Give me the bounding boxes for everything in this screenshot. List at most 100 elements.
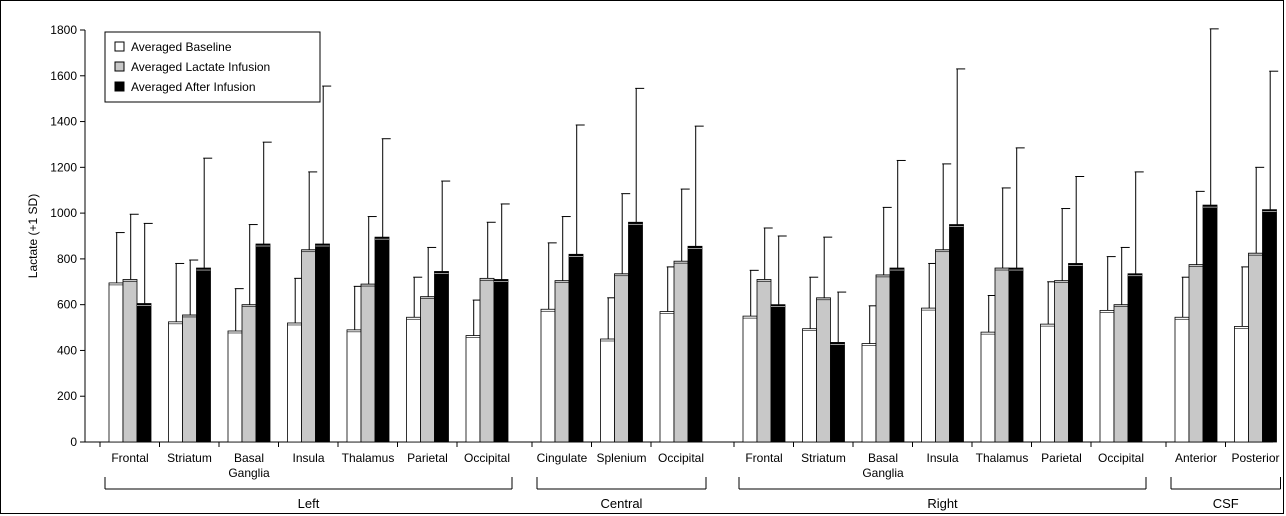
group-label: Central — [601, 496, 643, 511]
bar — [614, 273, 629, 443]
y-tick-label: 1000 — [50, 206, 77, 220]
bar — [1202, 204, 1218, 443]
y-tick-label: 400 — [57, 343, 77, 357]
category-label: Ganglia — [228, 466, 270, 480]
bar — [255, 243, 271, 443]
group-label: Right — [927, 496, 958, 511]
category-label: Basal — [234, 451, 264, 465]
legend-swatch — [114, 81, 125, 92]
bar — [1234, 326, 1249, 443]
bar — [1040, 323, 1055, 443]
bar — [540, 308, 556, 443]
bar — [628, 221, 643, 443]
bar — [122, 279, 138, 443]
category-label: Insula — [292, 451, 324, 465]
bar — [406, 316, 421, 443]
bar — [1054, 280, 1069, 443]
bar — [861, 343, 877, 443]
bar — [434, 271, 449, 443]
group-label: Left — [298, 496, 320, 511]
bar — [816, 297, 831, 443]
bar — [980, 331, 996, 443]
y-tick-label: 600 — [57, 298, 77, 312]
bar — [360, 283, 376, 443]
bar — [1127, 273, 1143, 443]
y-axis-title: Lactate (+1 SD) — [26, 194, 40, 278]
bar — [673, 260, 689, 443]
bar — [830, 342, 845, 443]
category-label: Splenium — [596, 451, 646, 465]
category-label: Ganglia — [862, 466, 904, 480]
bar — [1008, 267, 1024, 443]
bar — [315, 243, 330, 443]
bar — [770, 304, 786, 443]
legend-swatch — [114, 41, 125, 52]
group-label: CSF — [1213, 496, 1239, 511]
bar — [196, 267, 211, 443]
category-label: Frontal — [111, 451, 148, 465]
bar — [1113, 304, 1129, 443]
y-tick-label: 1400 — [50, 115, 77, 129]
bar — [935, 249, 950, 443]
bar — [465, 335, 481, 443]
category-label: Anterior — [1175, 451, 1217, 465]
bar — [554, 280, 570, 443]
bar — [136, 303, 152, 443]
category-label: Thalamus — [342, 451, 395, 465]
legend-swatch — [114, 61, 125, 72]
category-label: Insula — [926, 451, 958, 465]
bar — [659, 311, 675, 443]
bar — [756, 279, 772, 443]
category-label: Occipital — [464, 451, 510, 465]
y-tick-label: 1800 — [50, 23, 77, 37]
legend-label: Averaged Baseline — [131, 40, 232, 54]
bar — [600, 338, 615, 443]
y-tick-label: 800 — [57, 252, 77, 266]
bar — [994, 267, 1010, 443]
category-label: Occipital — [1098, 451, 1144, 465]
y-tick-label: 1200 — [50, 160, 77, 174]
category-label: Striatum — [167, 451, 212, 465]
legend-label: Averaged After Infusion — [131, 80, 256, 94]
bar — [568, 253, 584, 443]
y-tick-label: 200 — [57, 389, 77, 403]
category-label: Parietal — [407, 451, 448, 465]
legend-box — [104, 31, 321, 103]
bar — [241, 304, 257, 443]
bar — [108, 282, 124, 443]
category-label: Thalamus — [976, 451, 1029, 465]
y-tick-label: 1600 — [50, 69, 77, 83]
category-label: Occipital — [658, 451, 704, 465]
y-tick-label: 0 — [70, 435, 77, 449]
bar — [420, 296, 435, 443]
bar — [479, 277, 495, 443]
bar — [374, 236, 390, 443]
bar — [875, 274, 891, 443]
bar — [1248, 252, 1263, 443]
bar — [889, 267, 905, 443]
bar — [287, 322, 302, 443]
bar — [301, 249, 316, 443]
bar — [227, 330, 243, 443]
bar — [1174, 316, 1190, 443]
bar — [182, 314, 197, 443]
category-label: Striatum — [801, 451, 846, 465]
category-label: Parietal — [1041, 451, 1082, 465]
bar — [802, 328, 817, 443]
bar — [168, 321, 183, 443]
bar — [1099, 309, 1115, 443]
bar — [742, 315, 758, 443]
category-label: Basal — [868, 451, 898, 465]
bar — [1068, 263, 1083, 443]
legend-label: Averaged Lactate Infusion — [131, 60, 270, 74]
category-label: Frontal — [745, 451, 782, 465]
bar — [1262, 209, 1277, 443]
bar — [921, 307, 936, 443]
category-label: Posterior — [1231, 451, 1279, 465]
bar — [949, 224, 964, 443]
bar — [346, 329, 362, 443]
category-label: Cingulate — [537, 451, 588, 465]
bar — [687, 245, 703, 443]
